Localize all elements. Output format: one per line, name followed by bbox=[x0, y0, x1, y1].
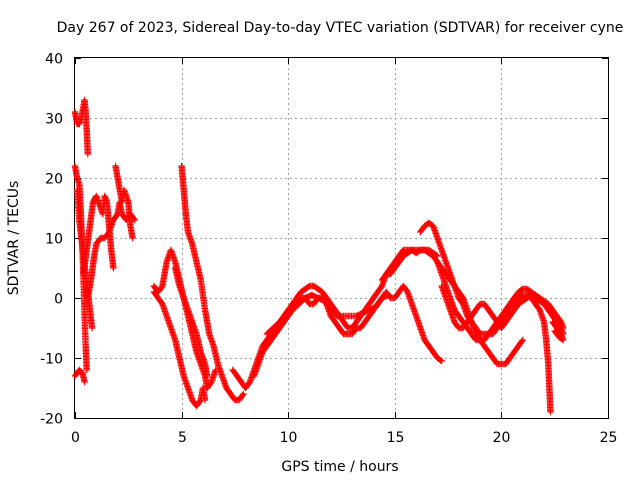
chart-title: Day 267 of 2023, Sidereal Day-to-day VTE… bbox=[57, 20, 624, 36]
y-tick-label: 30 bbox=[45, 112, 63, 128]
grid-lines bbox=[75, 58, 608, 418]
series-track-9 bbox=[150, 288, 209, 410]
series-track-10 bbox=[178, 162, 247, 404]
series-track-13 bbox=[250, 282, 445, 380]
data-point-markers bbox=[150, 288, 209, 410]
series-track-19 bbox=[549, 318, 567, 344]
series-track-7 bbox=[112, 162, 136, 242]
data-point-markers bbox=[71, 96, 91, 158]
data-point-markers bbox=[250, 282, 445, 380]
plot-frame bbox=[74, 57, 609, 419]
x-tick-label: 15 bbox=[387, 430, 405, 446]
data-point-markers bbox=[80, 192, 117, 278]
y-tick-label: 0 bbox=[54, 292, 63, 308]
x-axis: 0 5 10 15 20 25 bbox=[71, 58, 617, 446]
series-track-11 bbox=[172, 264, 219, 392]
series-track-1 bbox=[71, 366, 88, 386]
x-axis-label: GPS time / hours bbox=[281, 459, 398, 475]
data-point-markers bbox=[112, 162, 136, 242]
y-tick-label: -10 bbox=[40, 352, 63, 368]
y-tick-label: 20 bbox=[45, 172, 63, 188]
y-tick-label: 40 bbox=[45, 52, 63, 68]
x-tick-label: 20 bbox=[493, 430, 511, 446]
data-point-markers bbox=[178, 162, 247, 404]
series-track-6 bbox=[84, 198, 138, 302]
data-point-markers bbox=[71, 366, 88, 386]
data-point-markers bbox=[549, 318, 567, 344]
series-track-2 bbox=[71, 96, 91, 158]
x-tick-label: 10 bbox=[280, 430, 298, 446]
y-axis: -20 -10 0 10 20 30 40 bbox=[40, 52, 608, 428]
series-track-16 bbox=[417, 219, 554, 416]
series-track-14 bbox=[263, 291, 392, 338]
series-track-18 bbox=[438, 282, 567, 338]
data-point-markers bbox=[172, 264, 219, 392]
data-point-markers bbox=[417, 219, 554, 416]
data-point-markers bbox=[263, 291, 392, 338]
series-track-5 bbox=[80, 192, 117, 278]
x-tick-label: 5 bbox=[178, 430, 187, 446]
y-tick-label: 10 bbox=[45, 232, 63, 248]
y-axis-label: SDTVAR / TECUs bbox=[6, 181, 22, 296]
data-point-markers bbox=[84, 198, 138, 302]
data-point-markers bbox=[438, 282, 567, 338]
x-tick-label: 25 bbox=[600, 430, 618, 446]
data-points bbox=[71, 96, 567, 416]
x-tick-label: 0 bbox=[71, 430, 80, 446]
y-tick-label: -20 bbox=[40, 412, 63, 428]
